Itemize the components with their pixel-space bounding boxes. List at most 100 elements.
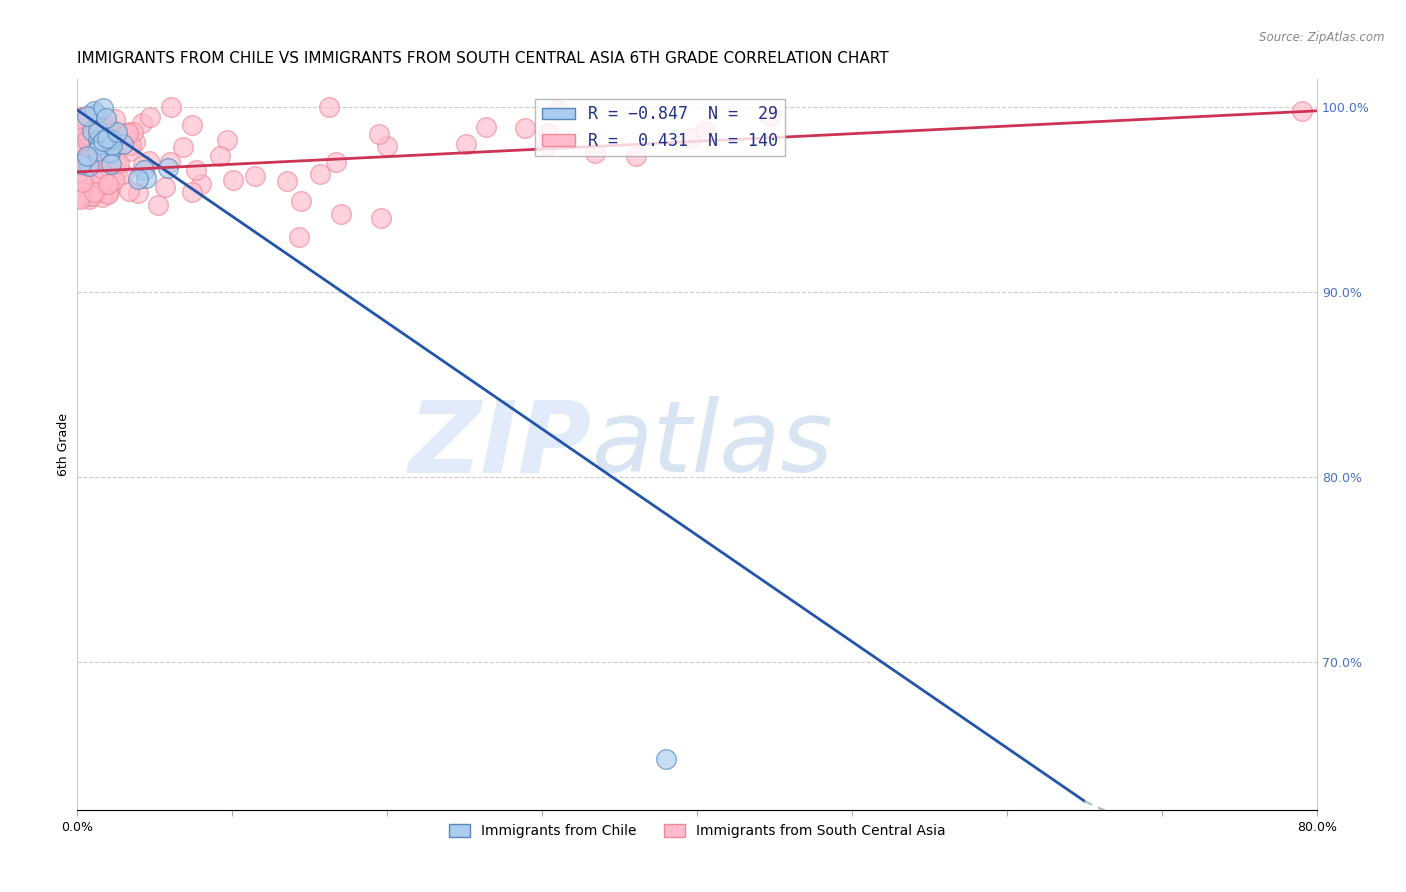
Point bbox=[111, 167, 134, 181]
Point bbox=[97, 187, 120, 202]
Point bbox=[73, 115, 96, 129]
Point bbox=[318, 100, 340, 114]
Point bbox=[93, 121, 115, 136]
Point bbox=[115, 127, 138, 141]
Point bbox=[91, 190, 114, 204]
Point bbox=[118, 144, 141, 158]
Point bbox=[93, 145, 115, 160]
Point bbox=[91, 173, 114, 187]
Point bbox=[80, 144, 103, 158]
Point bbox=[76, 115, 98, 129]
Point bbox=[89, 153, 111, 167]
Point bbox=[132, 158, 155, 172]
Point bbox=[76, 127, 98, 141]
Point bbox=[94, 112, 117, 126]
Point bbox=[89, 176, 111, 190]
Point bbox=[72, 157, 94, 171]
Point bbox=[83, 103, 105, 118]
Point bbox=[98, 139, 121, 153]
Point bbox=[98, 182, 121, 196]
Point bbox=[105, 125, 128, 139]
Point bbox=[70, 175, 93, 189]
Point bbox=[67, 146, 90, 161]
Point bbox=[79, 188, 101, 202]
Point bbox=[80, 130, 103, 145]
Point bbox=[513, 120, 536, 135]
Point bbox=[370, 211, 392, 225]
Point bbox=[67, 189, 90, 203]
Point bbox=[70, 110, 93, 124]
Point bbox=[67, 117, 90, 131]
Point bbox=[180, 118, 202, 132]
Point bbox=[79, 192, 101, 206]
Point bbox=[70, 157, 93, 171]
Point bbox=[75, 154, 97, 169]
Point bbox=[89, 151, 111, 165]
Point bbox=[76, 159, 98, 173]
Point bbox=[309, 167, 332, 181]
Point bbox=[90, 161, 112, 176]
Point bbox=[80, 125, 103, 139]
Point bbox=[77, 182, 100, 196]
Point bbox=[368, 127, 391, 141]
Point bbox=[186, 162, 208, 177]
Point bbox=[91, 101, 114, 115]
Point bbox=[127, 172, 149, 186]
Point bbox=[127, 186, 149, 200]
Point bbox=[82, 137, 104, 152]
Point bbox=[69, 138, 91, 153]
Point bbox=[693, 123, 716, 137]
Point bbox=[1291, 103, 1313, 118]
Point bbox=[325, 154, 347, 169]
Point bbox=[103, 172, 125, 186]
Point bbox=[172, 140, 194, 154]
Point bbox=[90, 178, 112, 192]
Point bbox=[80, 124, 103, 138]
Point bbox=[100, 176, 122, 190]
Point bbox=[287, 229, 309, 244]
Point bbox=[70, 160, 93, 174]
Point bbox=[69, 192, 91, 206]
Point bbox=[153, 180, 176, 194]
Point bbox=[76, 153, 98, 167]
Point bbox=[222, 172, 245, 186]
Point bbox=[100, 157, 122, 171]
Point bbox=[69, 125, 91, 139]
Point bbox=[70, 181, 93, 195]
Point bbox=[91, 182, 114, 196]
Point bbox=[290, 194, 312, 209]
Point bbox=[90, 145, 112, 159]
Point bbox=[84, 107, 107, 121]
Point bbox=[132, 163, 155, 178]
Point bbox=[215, 133, 238, 147]
Point bbox=[89, 137, 111, 152]
Point bbox=[97, 156, 120, 170]
Point bbox=[70, 185, 93, 199]
Point bbox=[655, 752, 678, 766]
Point bbox=[86, 133, 108, 147]
Point bbox=[111, 137, 134, 152]
Point bbox=[98, 119, 121, 133]
Point bbox=[87, 124, 110, 138]
Point bbox=[93, 136, 115, 151]
Point bbox=[117, 126, 139, 140]
Point bbox=[101, 124, 124, 138]
Point bbox=[474, 120, 496, 134]
Point bbox=[86, 166, 108, 180]
Point bbox=[69, 112, 91, 126]
Point bbox=[626, 149, 648, 163]
Point bbox=[76, 145, 98, 160]
Point bbox=[108, 155, 131, 169]
Point bbox=[98, 157, 121, 171]
Point bbox=[159, 154, 181, 169]
Point bbox=[76, 109, 98, 123]
Text: IMMIGRANTS FROM CHILE VS IMMIGRANTS FROM SOUTH CENTRAL ASIA 6TH GRADE CORRELATIO: IMMIGRANTS FROM CHILE VS IMMIGRANTS FROM… bbox=[77, 51, 889, 66]
Point bbox=[160, 100, 183, 114]
Point bbox=[148, 198, 170, 212]
Point bbox=[97, 186, 120, 200]
Point bbox=[681, 131, 703, 145]
Point bbox=[537, 126, 560, 140]
Text: Source: ZipAtlas.com: Source: ZipAtlas.com bbox=[1260, 31, 1385, 45]
Point bbox=[135, 170, 157, 185]
Point bbox=[105, 136, 128, 151]
